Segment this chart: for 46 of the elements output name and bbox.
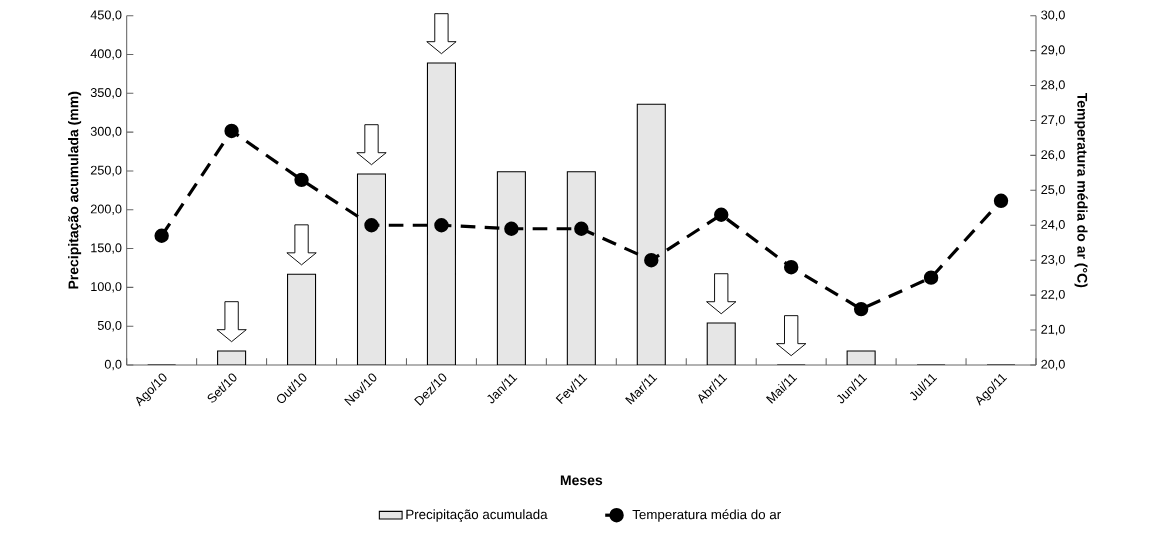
y-axis-title: Precipitação acumulada (mm): [68, 91, 82, 289]
y2-tick-label: 24,0: [1041, 220, 1065, 231]
bar: [426, 62, 456, 365]
y2-tick-label: 23,0: [1041, 254, 1065, 266]
point: [504, 221, 519, 236]
point: [574, 221, 589, 236]
point: [434, 218, 449, 233]
y2-tick-label: 27,0: [1041, 115, 1065, 126]
y-tick-label: 250,0: [90, 165, 122, 177]
point: [644, 252, 659, 268]
y2-tick-label: 30,0: [1041, 10, 1065, 21]
y2-tick-label: 22,0: [1041, 289, 1065, 301]
point: [923, 270, 939, 285]
y2-tick-label: 21,0: [1041, 324, 1065, 336]
y-tick-label: 50,0: [97, 320, 122, 332]
legend-label: Precipitação acumulada: [406, 509, 548, 522]
y-tick-label: 400,0: [90, 49, 122, 60]
y2-tick-label: 29,0: [1041, 45, 1065, 56]
y-tick-label: 350,0: [90, 88, 122, 99]
y-tick-label: 200,0: [90, 204, 122, 215]
y2-axis-title: Temperatura média do ar (°C): [1074, 92, 1088, 288]
bar: [636, 103, 666, 365]
point: [853, 301, 869, 317]
bar: [706, 322, 736, 365]
legend-label: Temperatura média do ar: [632, 509, 781, 522]
y2-tick-label: 20,0: [1041, 359, 1065, 371]
y-tick-label: 300,0: [90, 126, 122, 138]
point: [993, 193, 1009, 209]
point: [294, 172, 309, 188]
y2-tick-label: 28,0: [1041, 80, 1065, 91]
point: [224, 123, 239, 139]
point: [154, 228, 169, 243]
bar: [496, 171, 526, 365]
y-tick-label: 150,0: [91, 243, 122, 254]
bar: [356, 173, 387, 365]
bar: [566, 171, 596, 365]
point: [714, 207, 729, 222]
bar: [287, 273, 317, 365]
y2-tick-label: 26,0: [1041, 150, 1065, 161]
y2-tick-label: 25,0: [1041, 185, 1065, 196]
point: [364, 218, 379, 233]
y-tick-label: 450,0: [90, 10, 122, 21]
point: [783, 259, 799, 275]
x-axis-title: Meses: [560, 475, 603, 486]
y-tick-label: 0,0: [104, 359, 122, 371]
y-tick-label: 100,0: [91, 282, 122, 293]
